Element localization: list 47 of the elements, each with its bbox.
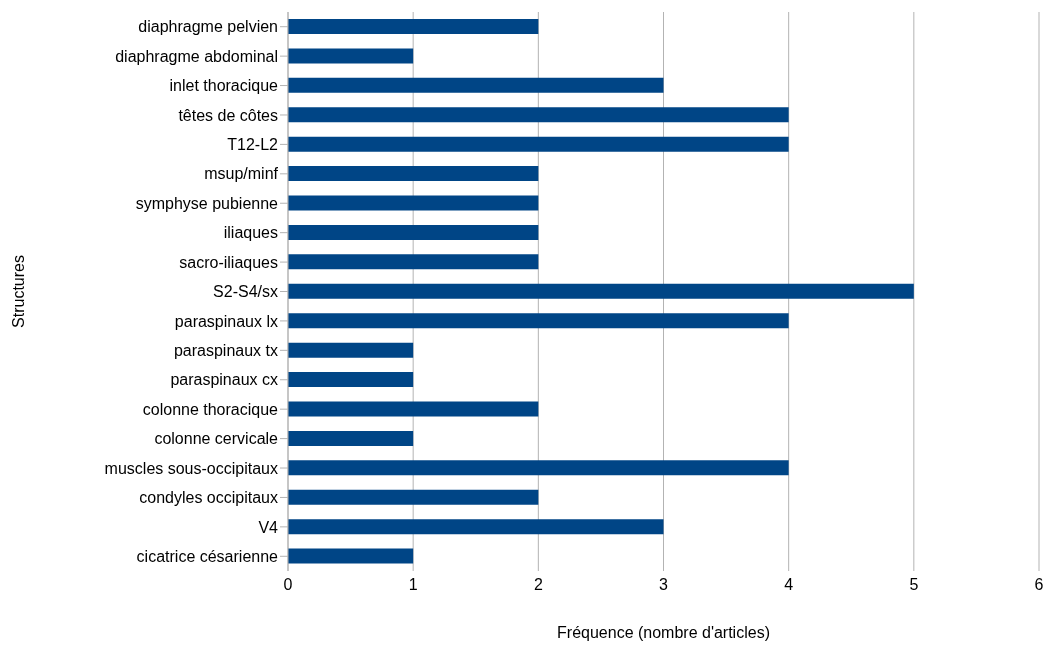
bar bbox=[288, 548, 414, 564]
y-tick-label: V4 bbox=[258, 518, 279, 536]
bar bbox=[288, 166, 539, 182]
x-tick-label: 0 bbox=[283, 576, 293, 594]
x-tick-label: 4 bbox=[784, 576, 794, 594]
x-tick-label: 3 bbox=[659, 576, 669, 594]
y-tick-label: paraspinaux lx bbox=[174, 312, 278, 330]
y-tick-label: colonne thoracique bbox=[142, 400, 279, 418]
y-tick-label: têtes de côtes bbox=[178, 106, 278, 124]
bar bbox=[288, 460, 789, 476]
y-tick-label: paraspinaux tx bbox=[173, 342, 278, 360]
x-tick-label: 5 bbox=[909, 576, 919, 594]
bar bbox=[288, 254, 539, 270]
bar bbox=[288, 107, 789, 123]
x-axis-title: Fréquence (nombre d'articles) bbox=[557, 624, 770, 641]
y-tick-label: msup/minf bbox=[204, 165, 279, 183]
y-axis-title: Structures bbox=[9, 255, 27, 328]
y-tick-label: iliaques bbox=[223, 224, 278, 242]
bar bbox=[288, 372, 414, 388]
bar bbox=[288, 313, 789, 329]
x-tick-label: 2 bbox=[533, 576, 543, 594]
bar bbox=[288, 430, 414, 446]
y-tick-label: cicatrice césarienne bbox=[136, 547, 279, 565]
bar bbox=[288, 19, 539, 34]
y-tick-label: diaphragme pelvien bbox=[138, 18, 278, 36]
y-tick-label: sacro-iliaques bbox=[179, 253, 278, 271]
y-tick-label: T12-L2 bbox=[227, 136, 279, 154]
y-tick-label: symphyse pubienne bbox=[135, 194, 279, 212]
y-tick-label: colonne cervicale bbox=[154, 430, 279, 448]
bar bbox=[288, 489, 539, 505]
bar bbox=[288, 224, 539, 240]
x-tick-label: 1 bbox=[408, 576, 418, 594]
bar bbox=[288, 401, 539, 417]
bar bbox=[288, 48, 414, 64]
y-tick-label: inlet thoracique bbox=[169, 77, 279, 95]
bar bbox=[288, 195, 539, 211]
bar bbox=[288, 342, 414, 358]
y-tick-label: diaphragme abdominal bbox=[115, 47, 278, 65]
bar bbox=[288, 77, 664, 93]
y-tick-label: paraspinaux cx bbox=[170, 371, 278, 389]
y-tick-label: S2-S4/sx bbox=[213, 283, 278, 301]
y-tick-label: condyles occipitaux bbox=[139, 489, 278, 507]
bar bbox=[288, 519, 664, 535]
bar bbox=[288, 283, 914, 299]
y-tick-label: muscles sous-occipitaux bbox=[104, 459, 278, 477]
x-tick-label: 6 bbox=[1034, 576, 1044, 594]
bar bbox=[288, 136, 789, 152]
